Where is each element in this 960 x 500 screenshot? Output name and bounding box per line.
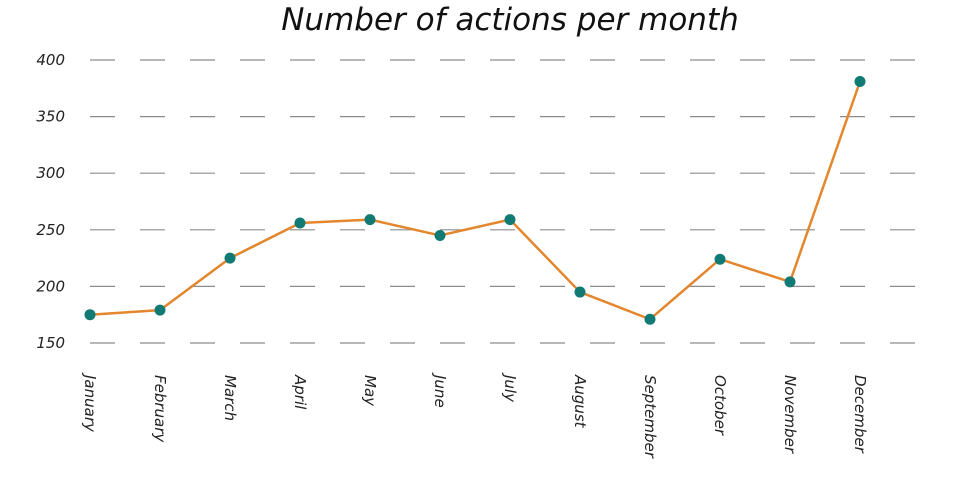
chart-title: Number of actions per month: [281, 2, 739, 38]
x-tick-label: December: [851, 375, 869, 454]
data-point: [84, 309, 96, 321]
x-tick-label: April: [291, 374, 309, 410]
x-tick-label: October: [711, 375, 729, 436]
series-line: [89, 81, 862, 321]
y-tick-label: 200: [36, 277, 65, 295]
data-point: [784, 276, 796, 288]
data-point: [504, 214, 516, 226]
y-tick-label: 150: [36, 334, 65, 352]
data-point: [364, 214, 376, 226]
x-tick-label: June: [431, 372, 449, 408]
x-axis-ticks: January February March April May June July Augu…: [81, 372, 869, 459]
x-tick-label: July: [501, 372, 519, 403]
data-point: [714, 253, 726, 265]
data-point: [854, 76, 866, 88]
x-tick-label: January: [81, 372, 99, 433]
y-tick-label: 250: [36, 221, 65, 239]
data-point: [224, 252, 236, 264]
data-point: [434, 229, 446, 241]
y-tick-label: 350: [36, 108, 65, 126]
gridlines: [90, 59, 915, 344]
data-point: [574, 286, 586, 298]
y-tick-label: 400: [36, 51, 65, 69]
series-layer: [84, 76, 866, 325]
x-tick-label: March: [221, 375, 239, 421]
data-point: [154, 304, 166, 316]
x-tick-label: August: [571, 374, 589, 429]
x-tick-label: May: [361, 375, 379, 407]
data-point: [294, 217, 306, 229]
x-tick-label: September: [641, 375, 659, 459]
x-tick-label: November: [781, 375, 799, 454]
y-tick-label: 300: [36, 164, 65, 182]
data-point: [644, 313, 656, 325]
x-tick-label: February: [151, 375, 169, 443]
y-axis-ticks: 150 200 250 300 350 400: [36, 51, 65, 352]
